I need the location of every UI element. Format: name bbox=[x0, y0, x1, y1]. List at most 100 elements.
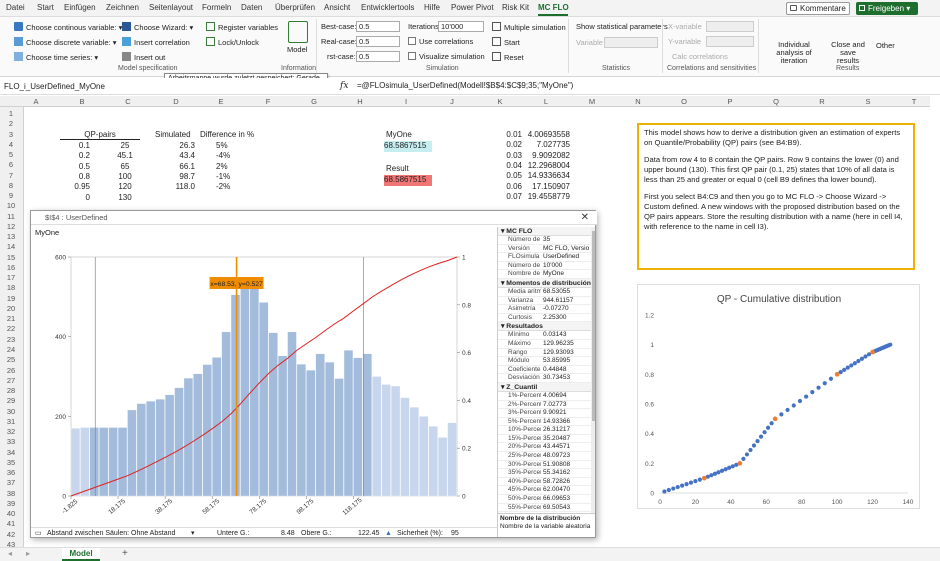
cell-q[interactable]: 100 bbox=[118, 171, 132, 181]
cell-quantile[interactable]: 4.00693558 bbox=[527, 130, 570, 139]
choose-time-series-button[interactable]: Choose time series: ▾ bbox=[14, 52, 98, 62]
choose-discrete-button[interactable]: Choose discrete variable: ▾ bbox=[14, 37, 117, 47]
column-header-a[interactable]: A bbox=[33, 97, 39, 106]
histogram-bar[interactable] bbox=[212, 357, 222, 497]
column-header-b[interactable]: B bbox=[79, 97, 85, 106]
variable-select[interactable] bbox=[604, 37, 658, 48]
row-header-30[interactable]: 30 bbox=[6, 406, 16, 416]
histogram-bar[interactable] bbox=[155, 399, 165, 497]
menu-item-mc-flo[interactable]: MC FLO bbox=[538, 3, 569, 12]
row-header-5[interactable]: 5 bbox=[8, 150, 14, 160]
cell-simulated[interactable]: 118.0 bbox=[175, 182, 195, 192]
column-header-n[interactable]: N bbox=[635, 97, 641, 106]
panel-row[interactable]: 2%-Percenti 7.02773 bbox=[498, 401, 595, 410]
histogram-bar[interactable] bbox=[296, 364, 307, 497]
panel-row[interactable]: Coeficiente c0.44848 bbox=[498, 366, 595, 375]
panel-row[interactable]: 15%-Percent35.20487 bbox=[498, 435, 595, 444]
row-header-14[interactable]: 14 bbox=[6, 242, 16, 252]
histogram-bar[interactable] bbox=[164, 394, 175, 497]
row-header-7[interactable]: 7 bbox=[8, 170, 14, 180]
cell-probability[interactable]: 0.01 bbox=[506, 130, 522, 139]
column-header-o[interactable]: O bbox=[681, 97, 687, 106]
cell-quantile[interactable]: 19.4558779 bbox=[527, 191, 570, 201]
row-header-39[interactable]: 39 bbox=[6, 498, 16, 508]
cell-difference[interactable]: 2% bbox=[216, 161, 228, 171]
upper-bound-value[interactable]: 122.45 bbox=[358, 530, 380, 537]
cell-q[interactable]: 45.1 bbox=[117, 151, 133, 161]
row-header-8[interactable]: 8 bbox=[8, 180, 14, 190]
row-header-17[interactable]: 17 bbox=[6, 273, 16, 283]
tab-scroll-right-icon[interactable]: ▸ bbox=[26, 549, 31, 558]
panel-row[interactable]: 3%-Percenti 9.90921 bbox=[498, 409, 595, 418]
cell-probability[interactable]: 0.02 bbox=[506, 140, 522, 150]
choose-wizard-button[interactable]: Choose Wizard: ▾ bbox=[122, 22, 193, 32]
panel-scrollbar[interactable] bbox=[591, 227, 595, 513]
row-header-27[interactable]: 27 bbox=[6, 375, 16, 385]
panel-section-header[interactable]: ▾ MC FLO bbox=[498, 227, 595, 236]
result-value-cell[interactable]: 68.5867515 bbox=[384, 175, 432, 186]
menu-item-risk-kit[interactable]: Risk Kit bbox=[502, 3, 530, 12]
histogram-bar[interactable] bbox=[259, 302, 269, 497]
row-header-21[interactable]: 21 bbox=[6, 314, 16, 324]
panel-row[interactable]: FLOsimula UserDefined bbox=[498, 253, 595, 262]
cell-difference[interactable]: 5% bbox=[216, 141, 228, 150]
cell-q[interactable]: 130 bbox=[118, 192, 132, 202]
panel-row[interactable]: 10%-Percent26.31217 bbox=[498, 426, 595, 435]
panel-row[interactable]: Número de c35 bbox=[498, 236, 595, 245]
row-header-6[interactable]: 6 bbox=[8, 160, 14, 170]
qp-point[interactable] bbox=[834, 372, 840, 377]
panel-row[interactable]: 55%-Percent69.50543 bbox=[498, 504, 595, 513]
cell-probability[interactable]: 0.07 bbox=[506, 191, 522, 201]
column-header-h[interactable]: H bbox=[357, 97, 363, 106]
histogram-bar[interactable] bbox=[390, 385, 401, 497]
histogram-bar[interactable] bbox=[117, 427, 128, 497]
cell-q[interactable]: 120 bbox=[118, 182, 132, 192]
panel-row[interactable]: Desviación e30.73453 bbox=[498, 374, 595, 383]
cell-simulated[interactable]: 26.3 bbox=[179, 141, 195, 150]
panel-row[interactable]: 45%-Percent62.00470 bbox=[498, 486, 595, 496]
confidence-value[interactable]: 95 bbox=[451, 530, 459, 537]
histogram-bar[interactable] bbox=[174, 387, 184, 497]
row-header-22[interactable]: 22 bbox=[6, 324, 16, 334]
row-header-1[interactable]: 1 bbox=[8, 109, 14, 118]
reset-button[interactable]: Reset bbox=[492, 52, 524, 62]
row-header-29[interactable]: 29 bbox=[6, 396, 16, 406]
histogram-bar[interactable] bbox=[287, 331, 297, 497]
scrollbar-thumb[interactable] bbox=[592, 231, 595, 421]
cell-quantile[interactable]: 9.9092082 bbox=[532, 150, 570, 160]
multiple-simulation-button[interactable]: Multiple simulation bbox=[492, 22, 566, 32]
row-header-38[interactable]: 38 bbox=[6, 488, 16, 498]
tab-model[interactable]: Model bbox=[62, 548, 100, 561]
menu-item-ansicht[interactable]: Ansicht bbox=[324, 3, 351, 12]
calc-correlations-button[interactable]: Calc correlations bbox=[672, 52, 728, 61]
cell-simulated[interactable]: 98.7 bbox=[179, 171, 195, 181]
histogram-bar[interactable] bbox=[108, 427, 118, 497]
panel-row[interactable]: Máximo 129.96235 bbox=[498, 340, 595, 349]
panel-row[interactable]: 30%-Percent51.90808 bbox=[498, 461, 595, 470]
other-button[interactable]: Other bbox=[876, 41, 895, 50]
cell-q[interactable]: 65 bbox=[120, 161, 130, 171]
histogram-bar[interactable] bbox=[230, 294, 241, 497]
histogram-bar[interactable] bbox=[80, 427, 90, 497]
histogram-bar[interactable] bbox=[419, 416, 429, 497]
row-header-41[interactable]: 41 bbox=[6, 519, 16, 529]
cell-quantile[interactable]: 14.9336634 bbox=[527, 171, 570, 181]
column-header-c[interactable]: C bbox=[125, 97, 131, 106]
panel-row[interactable]: Media aritmé68.53055 bbox=[498, 288, 595, 297]
use-correlations-checkbox[interactable]: Use correlations bbox=[408, 37, 473, 46]
row-header-40[interactable]: 40 bbox=[6, 509, 16, 519]
column-header-q[interactable]: Q bbox=[773, 97, 779, 106]
panel-section-header[interactable]: ▾ Momentos de distribución bbox=[498, 278, 595, 288]
qp-point[interactable] bbox=[701, 475, 707, 481]
insert-correlation-button[interactable]: Insert correlation bbox=[122, 37, 190, 47]
histogram-bar[interactable] bbox=[70, 428, 81, 497]
menu-item-einf-gen[interactable]: Einfügen bbox=[64, 3, 96, 12]
panel-row[interactable]: Rango 129.93093 bbox=[498, 349, 595, 358]
cell-p[interactable]: 0.8 bbox=[78, 171, 90, 181]
panel-row[interactable]: 25%-Percent48.09723 bbox=[498, 452, 595, 461]
menu-item-daten[interactable]: Daten bbox=[241, 3, 263, 12]
row-header-32[interactable]: 32 bbox=[6, 427, 16, 437]
iterations-input[interactable]: 10'000 bbox=[438, 21, 484, 32]
cell-q[interactable]: 25 bbox=[120, 141, 130, 150]
row-header-36[interactable]: 36 bbox=[6, 468, 16, 478]
